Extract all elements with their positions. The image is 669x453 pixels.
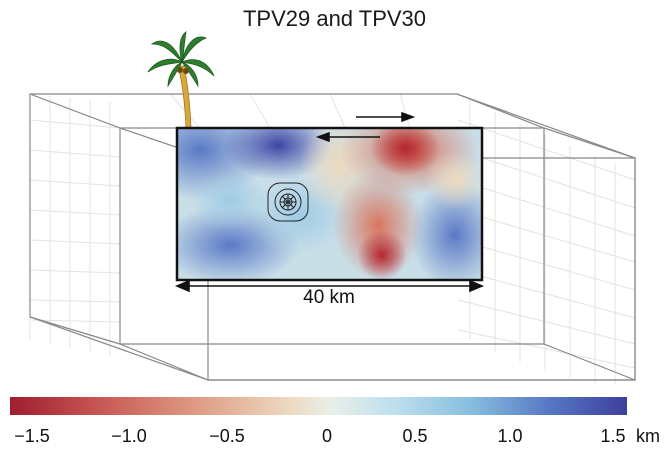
hypocenter-icon: [267, 182, 309, 222]
colorbar-tick: 0.5: [402, 426, 428, 446]
colorbar-tick: −1.5: [14, 426, 50, 446]
colorbar-tick: 1.5: [600, 426, 626, 446]
figure-title: TPV29 and TPV30: [242, 6, 427, 31]
fault-outline: [175, 126, 484, 282]
fault-plane: [177, 128, 482, 280]
colorbar-tick: −0.5: [209, 426, 245, 446]
colorbar-tick: −1.0: [111, 426, 147, 446]
colorbar-unit: km: [636, 426, 660, 446]
colorbar-tick: 0: [321, 426, 333, 446]
slip-arrow-icon: [315, 111, 416, 143]
fault-length-label: 40 km: [303, 287, 355, 308]
length-dimension-arrow: [174, 279, 485, 293]
colorbar: [10, 397, 627, 415]
colorbar-tick: 1.0: [497, 426, 523, 446]
palm-tree-icon: [147, 31, 215, 129]
